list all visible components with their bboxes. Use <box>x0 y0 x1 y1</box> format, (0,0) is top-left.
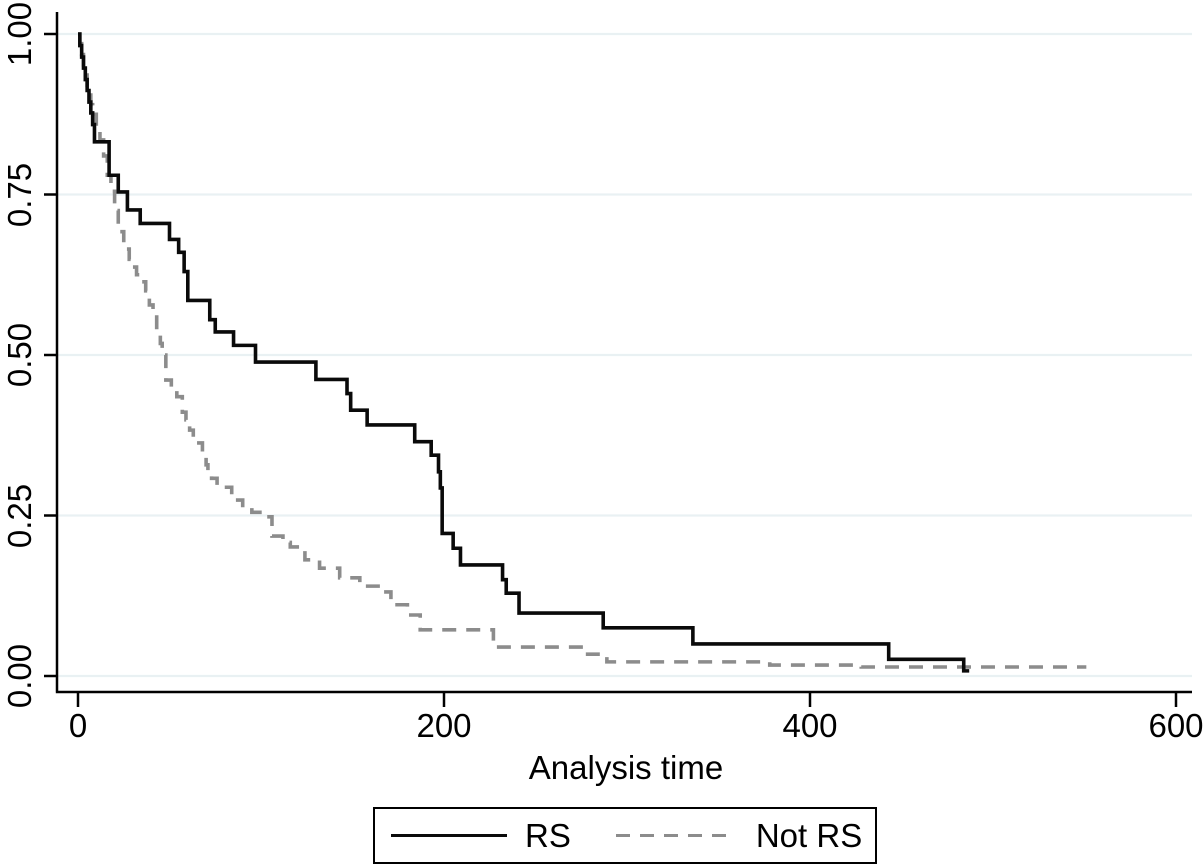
x-tick-label-600: 600 <box>1148 707 1204 744</box>
x-tick-label-200: 200 <box>416 707 472 744</box>
y-tick-label-0.25: 0.25 <box>1 483 38 549</box>
y-tick-label-1.00: 1.00 <box>1 1 38 67</box>
y-tick-label-0.75: 0.75 <box>1 162 38 228</box>
survival-curve-not-rs <box>78 32 1087 669</box>
legend-line-sample-rs <box>391 834 507 837</box>
legend-box: RS Not RS <box>373 807 877 864</box>
legend-line-sample-not-rs <box>615 833 736 838</box>
y-tick-label-0.50: 0.50 <box>1 322 38 388</box>
x-tick-label-0: 0 <box>68 707 88 744</box>
legend-label-not-rs: Not RS <box>755 816 863 854</box>
axis-lines <box>55 12 1192 694</box>
survival-curve-rs <box>78 32 970 673</box>
x-axis-title: Analysis time <box>528 749 724 786</box>
x-tick-label-400: 400 <box>782 707 838 744</box>
legend-label-rs: RS <box>525 816 571 854</box>
